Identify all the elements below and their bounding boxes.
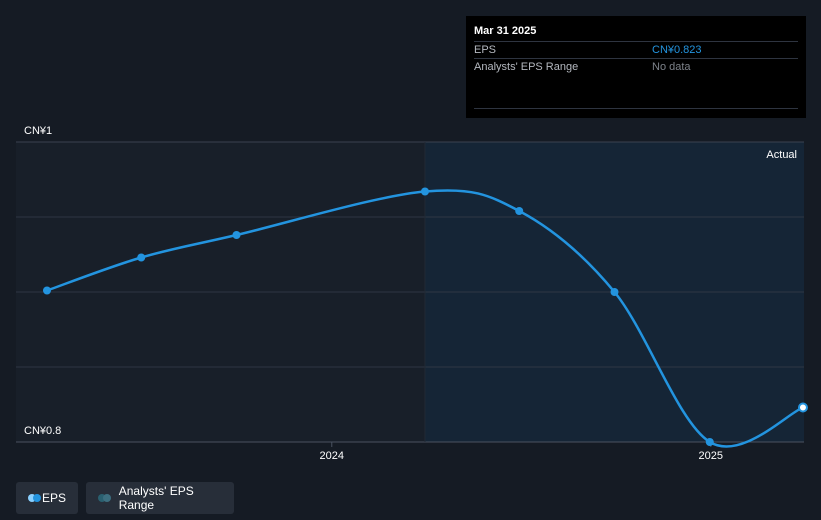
- actual-region-label: Actual: [766, 149, 797, 161]
- tooltip-eps-value: CN¥0.823: [652, 44, 702, 56]
- tooltip-divider: [474, 108, 798, 109]
- tooltip-eps-label: EPS: [474, 44, 497, 56]
- eps-legend-icon: [28, 494, 41, 502]
- x-tick-label-2024: 2024: [320, 450, 344, 462]
- eps-point-1[interactable]: [137, 253, 146, 262]
- x-tick-label-2025: 2025: [699, 450, 723, 462]
- eps-point-3[interactable]: [420, 187, 429, 196]
- tooltip-panel: Mar 31 2025 EPS CN¥0.823 Analysts' EPS R…: [466, 16, 806, 118]
- eps-point-0[interactable]: [43, 286, 51, 295]
- eps-point-5[interactable]: [610, 288, 619, 296]
- y-label-bottom: CN¥0.8: [24, 425, 61, 437]
- tooltip-row-eps: EPS CN¥0.823: [474, 41, 798, 59]
- eps-point-2[interactable]: [232, 231, 241, 239]
- eps-point-4[interactable]: [515, 207, 524, 215]
- legend-eps-label: EPS: [41, 491, 66, 505]
- eps-point-6[interactable]: [705, 438, 714, 446]
- eps-point-7[interactable]: [797, 402, 808, 413]
- y-label-top: CN¥1: [24, 125, 52, 137]
- legend-range-label: Analysts' EPS Range: [118, 484, 194, 512]
- tooltip-row-range: Analysts' EPS Range No data: [474, 58, 798, 76]
- legend-eps[interactable]: EPS: [16, 482, 78, 514]
- range-legend-icon: [98, 494, 111, 502]
- legend-analysts-range[interactable]: Analysts' EPS Range: [86, 482, 234, 514]
- tooltip-date: Mar 31 2025: [474, 25, 537, 37]
- tooltip-range-value: No data: [652, 61, 691, 73]
- tooltip-range-label: Analysts' EPS Range: [474, 61, 579, 73]
- eps-series-line: [46, 189, 804, 448]
